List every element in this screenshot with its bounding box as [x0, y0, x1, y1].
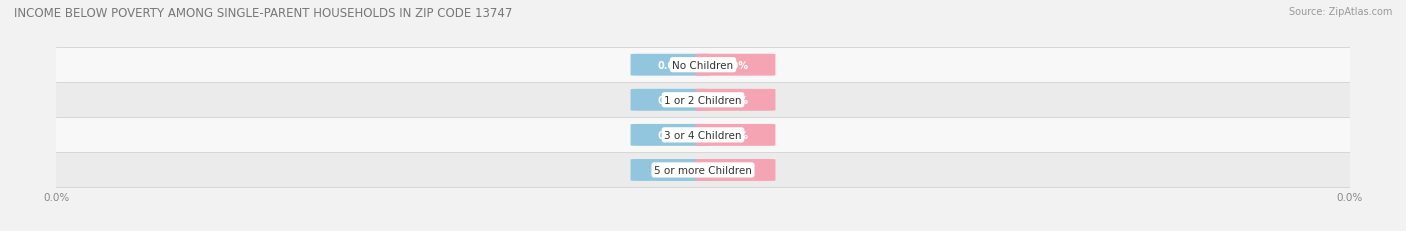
- Text: 0.0%: 0.0%: [721, 130, 749, 140]
- Text: 1 or 2 Children: 1 or 2 Children: [664, 95, 742, 105]
- Bar: [56, 48, 1350, 82]
- Text: 0.0%: 0.0%: [721, 95, 749, 105]
- Text: 5 or more Children: 5 or more Children: [654, 165, 752, 175]
- Text: 0.0%: 0.0%: [721, 165, 749, 175]
- Text: No Children: No Children: [672, 61, 734, 70]
- Text: 0.0%: 0.0%: [721, 61, 749, 70]
- FancyBboxPatch shape: [695, 55, 776, 76]
- FancyBboxPatch shape: [695, 159, 776, 181]
- Bar: [56, 153, 1350, 187]
- Text: Source: ZipAtlas.com: Source: ZipAtlas.com: [1288, 7, 1392, 17]
- Text: 3 or 4 Children: 3 or 4 Children: [664, 130, 742, 140]
- FancyBboxPatch shape: [630, 124, 711, 146]
- Text: 0.0%: 0.0%: [657, 165, 685, 175]
- FancyBboxPatch shape: [630, 55, 711, 76]
- FancyBboxPatch shape: [630, 89, 711, 111]
- Text: 0.0%: 0.0%: [657, 130, 685, 140]
- FancyBboxPatch shape: [630, 159, 711, 181]
- Bar: [56, 83, 1350, 117]
- Text: 0.0%: 0.0%: [657, 61, 685, 70]
- Bar: [56, 118, 1350, 152]
- FancyBboxPatch shape: [695, 124, 776, 146]
- FancyBboxPatch shape: [695, 89, 776, 111]
- Text: INCOME BELOW POVERTY AMONG SINGLE-PARENT HOUSEHOLDS IN ZIP CODE 13747: INCOME BELOW POVERTY AMONG SINGLE-PARENT…: [14, 7, 512, 20]
- Text: 0.0%: 0.0%: [657, 95, 685, 105]
